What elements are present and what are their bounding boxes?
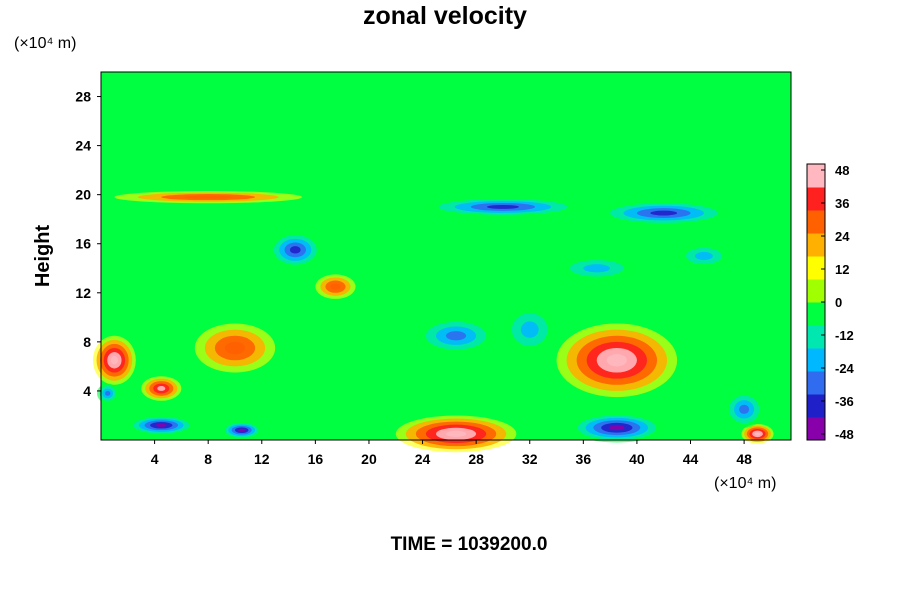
field-contour (224, 341, 246, 355)
colorbar-cell (807, 394, 825, 418)
field-contour (330, 283, 341, 290)
field-feature-8 (569, 413, 664, 443)
field-feature-15 (724, 390, 765, 428)
field-contour (609, 425, 625, 431)
field-feature-19 (96, 383, 119, 404)
x-tick-label: 36 (576, 451, 592, 467)
colorbar-tick-label: -36 (835, 394, 854, 409)
colorbar-tick-label: 24 (835, 229, 850, 244)
field-contour (238, 428, 246, 432)
field-contour (606, 354, 627, 367)
field-feature-9 (127, 415, 195, 436)
field-contour (446, 331, 467, 341)
field-feature-1 (395, 415, 517, 453)
colorbar-tick-label: 48 (835, 163, 849, 178)
field-contour (583, 264, 611, 273)
colorbar-tick-label: -12 (835, 328, 854, 343)
field-feature-6 (315, 274, 356, 299)
plot-area (92, 71, 792, 453)
field-feature-7 (114, 190, 302, 204)
chart-title: zonal velocity (363, 2, 527, 30)
field-contour (289, 246, 301, 254)
colorbar-cell (807, 371, 825, 395)
field-contour (754, 432, 761, 436)
colorbar-tick-label: 36 (835, 196, 849, 211)
colorbar-tick-label: -24 (835, 361, 855, 376)
field-contour (110, 356, 118, 365)
colorbar-cell (807, 210, 825, 234)
field-feature-4 (194, 323, 276, 373)
field-feature-3 (141, 376, 182, 401)
colorbar-ticks: 48 36 24 12 0 -12 -24 -36 -48 (821, 163, 855, 442)
field-contour (157, 386, 166, 391)
x-unit-label: (×10⁴ m) (714, 475, 776, 492)
x-tick-label: 12 (254, 451, 270, 467)
colorbar-cell (807, 348, 825, 372)
field-feature-11 (422, 197, 584, 217)
x-tick-label: 32 (522, 451, 538, 467)
colorbar-tick-label: 12 (835, 262, 849, 277)
field-contour (486, 204, 520, 209)
colorbar-cell (807, 233, 825, 257)
y-axis-label: Height (32, 225, 54, 288)
field-contour (446, 430, 467, 437)
velocity-field (92, 190, 774, 453)
y-tick-label: 8 (83, 334, 91, 350)
plot-background (101, 72, 791, 440)
x-tick-label: 48 (736, 451, 752, 467)
x-tick-label: 24 (415, 451, 431, 467)
field-feature-18 (502, 305, 557, 355)
field-contour (739, 404, 750, 414)
colorbar-cell (807, 417, 825, 441)
field-contour (650, 210, 678, 216)
x-tick-label: 40 (629, 451, 645, 467)
colorbar-cell (807, 279, 825, 303)
y-axis-ticks: 4 8 12 16 20 24 28 (75, 89, 101, 399)
y-tick-label: 20 (75, 187, 91, 203)
field-feature-14 (415, 317, 497, 355)
colorbar-tick-label: 0 (835, 295, 842, 310)
colorbar-cell (807, 164, 825, 188)
y-tick-label: 28 (75, 89, 91, 105)
field-contour (520, 321, 539, 338)
field-feature-10 (221, 421, 262, 439)
x-tick-label: 16 (308, 451, 324, 467)
colorbar-cells (807, 164, 825, 441)
plot-frame (100, 71, 792, 441)
y-tick-label: 24 (75, 138, 91, 154)
field-feature-5 (741, 424, 774, 444)
colorbar-cell (807, 256, 825, 280)
x-tick-label: 28 (468, 451, 484, 467)
x-tick-label: 44 (683, 451, 699, 467)
x-tick-label: 4 (151, 451, 159, 467)
colorbar-cell (807, 187, 825, 211)
y-unit-label: (×10⁴ m) (14, 35, 76, 52)
colorbar-cell (807, 325, 825, 349)
field-feature-13 (268, 231, 323, 269)
y-tick-label: 12 (75, 285, 91, 301)
y-tick-label: 4 (83, 383, 91, 399)
field-feature-17 (677, 243, 731, 269)
field-contour (694, 251, 713, 261)
x-tick-label: 20 (361, 451, 377, 467)
colorbar-cell (807, 302, 825, 326)
field-contour (105, 390, 111, 396)
field-feature-12 (596, 200, 731, 226)
x-tick-label: 8 (204, 451, 212, 467)
field-contour (184, 195, 232, 199)
field-feature-16 (556, 256, 637, 281)
time-annotation: TIME = 1039200.0 (391, 534, 548, 555)
colorbar-tick-label: -48 (835, 427, 854, 442)
x-axis-ticks: 4 8 12 16 20 24 28 32 36 40 44 48 (151, 440, 752, 467)
field-contour (155, 423, 167, 427)
y-tick-label: 16 (75, 236, 91, 252)
field-feature-2 (92, 335, 136, 385)
field-feature-0 (556, 323, 678, 398)
colorbar: 48 36 24 12 0 -12 -24 -36 -48 (806, 163, 855, 442)
